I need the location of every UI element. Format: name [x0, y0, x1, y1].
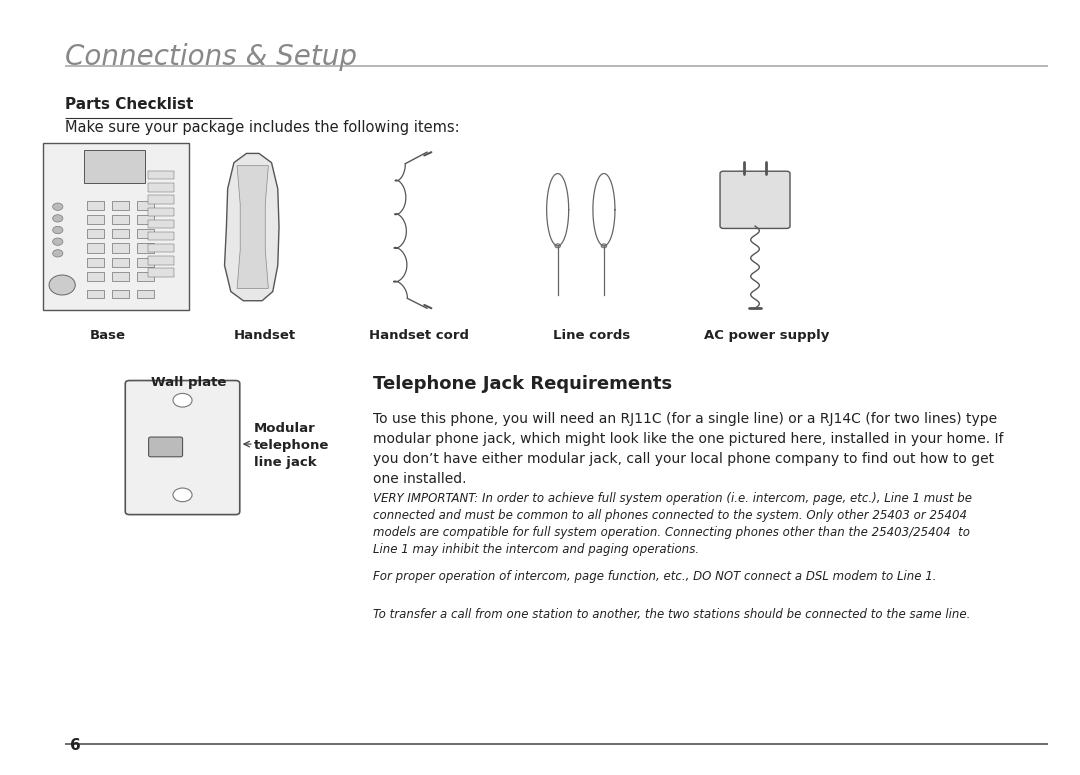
Bar [111, 272, 130, 281]
Text: To use this phone, you will need an RJ11C (for a single line) or a RJ14C (for tw: To use this phone, you will need an RJ11… [373, 412, 1003, 487]
Bar [111, 229, 130, 239]
Text: Modular
telephone
line jack: Modular telephone line jack [254, 422, 329, 470]
Circle shape [173, 394, 192, 407]
Bar [136, 272, 154, 281]
Circle shape [555, 244, 561, 248]
Bar [86, 201, 105, 210]
Polygon shape [238, 166, 268, 288]
Bar [136, 215, 154, 224]
Bar [86, 290, 105, 298]
Bar [86, 229, 105, 239]
Bar [148, 244, 175, 253]
Bar [111, 290, 130, 298]
Text: Telephone Jack Requirements: Telephone Jack Requirements [373, 375, 672, 393]
Bar [136, 290, 154, 298]
Text: Connections & Setup: Connections & Setup [65, 43, 356, 71]
Bar [86, 215, 105, 224]
Bar [111, 243, 130, 253]
Text: Handset cord: Handset cord [369, 329, 469, 343]
Circle shape [53, 226, 63, 234]
Bar [148, 183, 175, 191]
Bar [111, 215, 130, 224]
Text: Parts Checklist: Parts Checklist [65, 97, 193, 112]
Bar [86, 243, 105, 253]
Text: To transfer a call from one station to another, the two stations should be conne: To transfer a call from one station to a… [373, 608, 970, 622]
Text: For proper operation of intercom, page function, etc., DO NOT connect a DSL mode: For proper operation of intercom, page f… [373, 570, 936, 583]
Bar [148, 257, 175, 264]
Text: 6: 6 [70, 739, 81, 753]
Bar [111, 257, 130, 267]
Text: Handset: Handset [233, 329, 296, 343]
Bar [148, 219, 175, 228]
Ellipse shape [49, 275, 76, 295]
Circle shape [53, 215, 63, 222]
Text: AC power supply: AC power supply [704, 329, 829, 343]
Bar [84, 150, 146, 184]
Bar [148, 171, 175, 179]
Bar [136, 201, 154, 210]
Polygon shape [225, 153, 279, 301]
Circle shape [173, 488, 192, 501]
Text: Make sure your package includes the following items:: Make sure your package includes the foll… [65, 120, 459, 135]
Circle shape [53, 250, 63, 257]
Text: Base: Base [90, 329, 126, 343]
Bar [148, 268, 175, 277]
Bar [86, 257, 105, 267]
Text: Line cords: Line cords [553, 329, 631, 343]
Bar [43, 143, 189, 310]
Text: Wall plate: Wall plate [151, 376, 227, 389]
Bar [148, 232, 175, 240]
Bar [136, 257, 154, 267]
Bar [136, 229, 154, 239]
Bar [148, 195, 175, 204]
Bar [111, 201, 130, 210]
FancyBboxPatch shape [720, 171, 791, 229]
Bar [86, 272, 105, 281]
Circle shape [602, 244, 607, 248]
FancyBboxPatch shape [149, 437, 183, 456]
Text: VERY IMPORTANT: In order to achieve full system operation (i.e. intercom, page, : VERY IMPORTANT: In order to achieve full… [373, 492, 972, 556]
Bar [148, 208, 175, 216]
Circle shape [53, 238, 63, 246]
Circle shape [53, 203, 63, 210]
Bar [136, 243, 154, 253]
FancyBboxPatch shape [125, 381, 240, 515]
